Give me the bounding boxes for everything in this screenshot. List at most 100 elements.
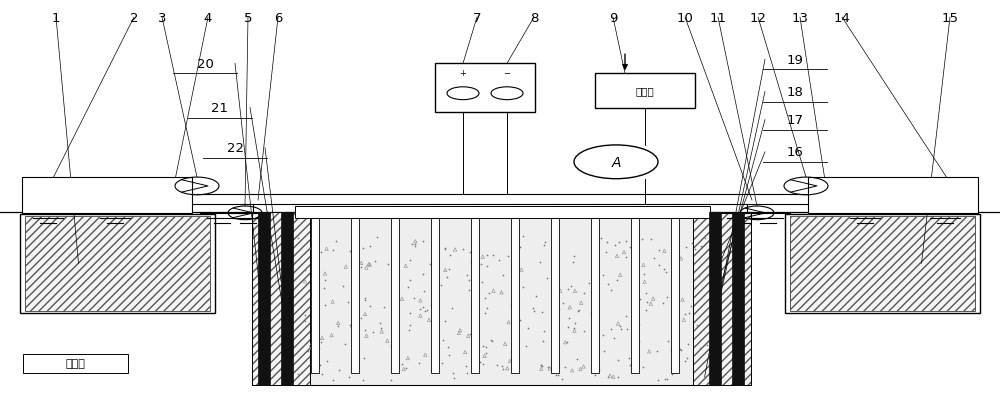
Point (565, 259, 581, 265)
Point (379, 338, 395, 344)
Point (670, 354, 686, 360)
Point (474, 279, 490, 285)
Point (657, 376, 673, 383)
Point (357, 297, 373, 304)
Text: 14: 14 (834, 12, 850, 25)
Point (387, 324, 403, 330)
Point (585, 244, 601, 250)
Point (316, 285, 332, 291)
Point (300, 348, 316, 355)
Point (510, 326, 526, 332)
Point (674, 297, 690, 303)
Point (439, 274, 455, 281)
Point (569, 356, 585, 363)
Bar (693, 213, 751, 385)
Bar (295, 207, 710, 219)
Point (353, 260, 369, 267)
Point (470, 337, 486, 344)
Bar (20, 215, 215, 313)
Point (630, 245, 646, 252)
Point (607, 243, 623, 249)
Point (600, 373, 616, 380)
Point (313, 338, 329, 345)
Point (658, 269, 674, 276)
Point (404, 241, 420, 248)
Point (605, 374, 621, 380)
Point (585, 350, 601, 356)
Text: +: + (460, 69, 466, 77)
Point (400, 355, 416, 361)
Point (398, 263, 414, 269)
Point (610, 356, 626, 363)
Point (576, 290, 592, 297)
Point (559, 338, 575, 345)
Point (441, 266, 457, 272)
Point (319, 358, 335, 365)
Point (596, 348, 612, 354)
Point (585, 322, 601, 328)
Point (560, 324, 576, 330)
Text: 3: 3 (158, 12, 166, 25)
Point (679, 355, 695, 362)
Point (325, 377, 341, 383)
Point (501, 319, 517, 326)
Point (303, 291, 319, 297)
Point (485, 288, 501, 294)
Point (635, 262, 651, 268)
Point (402, 257, 418, 264)
Point (301, 362, 317, 368)
Point (357, 311, 373, 318)
Point (678, 244, 694, 250)
Point (423, 367, 439, 373)
Point (673, 255, 689, 262)
Point (528, 294, 544, 300)
Point (331, 367, 347, 373)
Point (663, 347, 679, 354)
Point (314, 335, 330, 341)
Point (664, 365, 680, 371)
Point (402, 277, 418, 284)
Point (297, 278, 313, 285)
Point (526, 308, 542, 314)
Point (628, 249, 644, 255)
Bar (281, 213, 293, 385)
Point (587, 318, 603, 324)
Point (525, 305, 541, 311)
Point (533, 361, 549, 368)
Point (464, 238, 480, 244)
Point (362, 303, 378, 309)
Text: 12: 12 (750, 12, 767, 25)
Point (384, 262, 400, 269)
Bar (252, 213, 310, 385)
Point (534, 363, 550, 370)
Point (505, 240, 521, 246)
Point (458, 363, 474, 369)
Point (618, 254, 634, 260)
Point (344, 257, 360, 264)
Point (479, 306, 495, 312)
Point (304, 338, 320, 344)
Point (437, 318, 453, 325)
Point (407, 241, 423, 247)
Point (697, 235, 713, 241)
Bar (25, 217, 210, 311)
Point (683, 303, 699, 310)
Bar (311, 219, 319, 373)
Point (485, 252, 501, 258)
Point (504, 263, 520, 270)
Bar (790, 217, 975, 311)
Point (618, 313, 634, 319)
Point (659, 375, 675, 382)
Point (472, 359, 488, 366)
Point (612, 324, 628, 330)
Point (317, 271, 333, 277)
Point (475, 360, 491, 367)
Point (361, 261, 377, 267)
Point (387, 332, 403, 338)
Point (497, 341, 513, 347)
Point (566, 324, 582, 331)
Point (288, 258, 304, 265)
Point (536, 242, 552, 249)
Point (434, 360, 450, 366)
Point (477, 295, 493, 301)
